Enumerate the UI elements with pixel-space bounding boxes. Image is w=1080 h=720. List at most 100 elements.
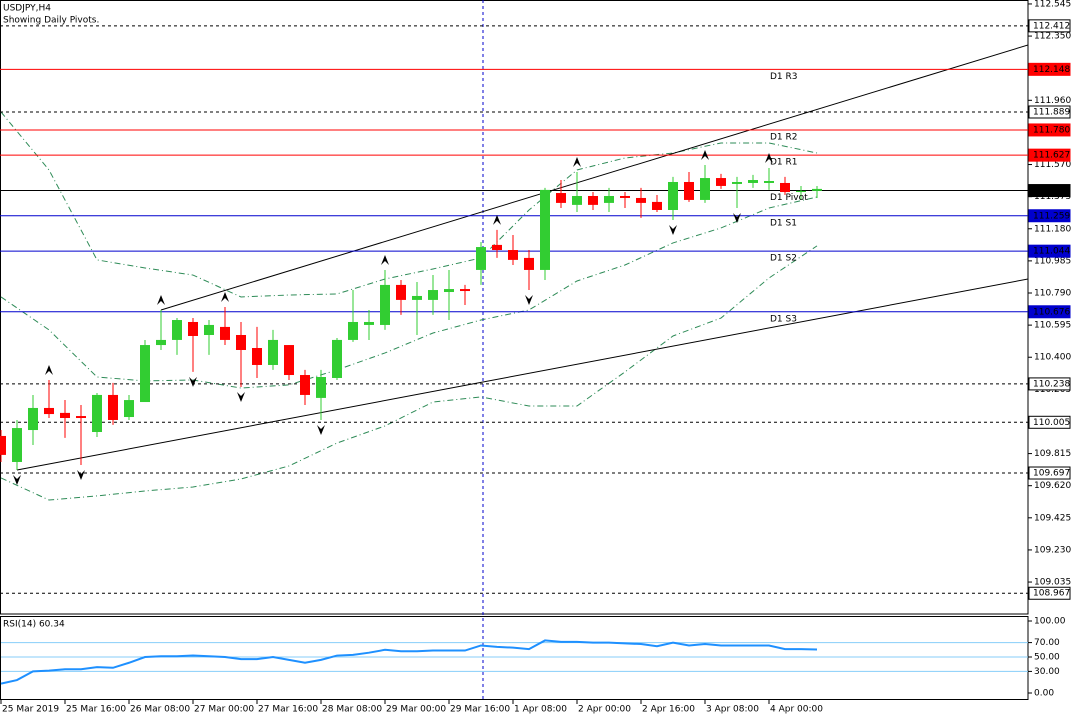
y-tick-label: 109.425: [1034, 513, 1071, 523]
candle-body: [188, 321, 198, 336]
candle-body: [204, 324, 214, 335]
rsi-y-tick-label: 50.00: [1034, 653, 1060, 663]
level-badge: [1028, 377, 1071, 391]
fractal-down: [525, 295, 533, 306]
y-tick-label: 109.620: [1034, 481, 1071, 491]
candle-body: [300, 375, 310, 395]
candle-body: [108, 394, 118, 420]
x-tick-label: 25 Mar 16:00: [66, 705, 126, 715]
level-label: D1 R2: [770, 132, 798, 142]
x-tick-label: 2 Apr 16:00: [642, 705, 695, 715]
x-tick-label: 4 Apr 00:00: [770, 705, 823, 715]
candle-body: [268, 339, 278, 365]
level-badge-label: 111.259: [1033, 211, 1070, 221]
y-tick-label: 110.595: [1034, 321, 1071, 331]
y-tick-label: 112.545: [1034, 0, 1071, 9]
level-badge: [1028, 466, 1071, 480]
candle-body: [716, 178, 726, 186]
level-badge-label: 112.412: [1033, 21, 1070, 31]
fractal-up: [381, 254, 389, 265]
candle-body: [236, 334, 246, 350]
y-tick-label: 112.350: [1034, 32, 1071, 42]
candle-body: [332, 339, 342, 378]
candle-body: [668, 181, 678, 210]
level-badge: [1028, 105, 1071, 119]
candle-body: [476, 247, 486, 270]
candle-body: [492, 244, 502, 251]
level-badge-label: 112.148: [1033, 65, 1070, 75]
main-panel-frame: [0, 0, 1029, 615]
candle-body: [636, 197, 646, 203]
level-badge: [1028, 209, 1071, 223]
candle-body: [700, 178, 710, 200]
candle-body: [444, 289, 454, 293]
fractal-up: [573, 156, 581, 167]
candle-body: [124, 400, 134, 418]
rsi-y-tick-label: 30.00: [1034, 667, 1060, 677]
fractal-up: [765, 152, 773, 163]
y-tick-label: 111.570: [1034, 160, 1071, 170]
x-tick-label: 3 Apr 08:00: [706, 705, 759, 715]
candle-body: [796, 190, 806, 193]
candle-body: [364, 321, 374, 325]
level-badge-label: 110.676: [1033, 307, 1070, 317]
candle-body: [348, 321, 358, 340]
fractal-down: [237, 392, 245, 403]
y-tick-label: 109.035: [1034, 578, 1071, 588]
level-badge-label: 111.627: [1033, 151, 1070, 161]
level-label: D1 S2: [770, 254, 797, 264]
level-badge-label: 111.889: [1033, 107, 1070, 117]
level-badge: [1028, 148, 1071, 162]
level-badge-label: 108.967: [1033, 589, 1070, 599]
fractal-up: [701, 150, 709, 161]
fractal-down: [669, 225, 677, 236]
level-badge: [1028, 62, 1071, 76]
y-tick-label: 111.375: [1034, 192, 1071, 202]
x-tick-label: 2 Apr 00:00: [578, 705, 631, 715]
level-label: D1 S3: [770, 314, 797, 324]
y-tick-label: 110.790: [1034, 289, 1071, 299]
x-tick-label: 29 Mar 00:00: [386, 705, 446, 715]
x-tick-label: 29 Mar 16:00: [450, 705, 510, 715]
level-label: D1 S1: [770, 218, 797, 228]
level-badge: [1028, 586, 1071, 600]
candle-body: [604, 195, 614, 203]
y-tick-label: 109.815: [1034, 449, 1071, 459]
fractal-up: [221, 292, 229, 302]
band-line: [0, 196, 818, 389]
level-badge: [1028, 123, 1071, 137]
rsi-panel-frame: [0, 616, 1029, 700]
candle-body: [0, 435, 6, 455]
fractal-down: [189, 376, 197, 387]
level-badge-label: 111.412: [1033, 186, 1070, 196]
level-label: D1 R1: [770, 158, 798, 168]
level-badge-label: 111.780: [1033, 125, 1070, 135]
x-tick-label: 28 Mar 08:00: [322, 705, 382, 715]
candle-body: [396, 284, 406, 300]
fractal-up: [45, 364, 53, 375]
rsi-title: RSI(14) 60.34: [3, 620, 65, 630]
level-badge: [1028, 305, 1071, 319]
candle-body: [748, 180, 758, 183]
candle-body: [812, 188, 822, 191]
candle-body: [60, 412, 70, 419]
fractal-up: [157, 294, 165, 305]
level-label: D1 R3: [770, 72, 798, 82]
candle-body: [508, 250, 518, 260]
candle-body: [44, 407, 54, 415]
candle-body: [172, 320, 182, 340]
plot-area: [0, 25, 1028, 594]
x-tick-label: 27 Mar 00:00: [194, 705, 254, 715]
level-badge-label: 110.238: [1033, 379, 1070, 389]
y-tick-label: 111.960: [1034, 96, 1071, 106]
candle-body: [620, 195, 630, 198]
level-badge-label: 111.044: [1033, 247, 1070, 257]
candle-body: [572, 195, 582, 205]
level-badge: [1028, 184, 1071, 198]
candle-body: [92, 394, 102, 433]
candle-body: [316, 376, 326, 398]
